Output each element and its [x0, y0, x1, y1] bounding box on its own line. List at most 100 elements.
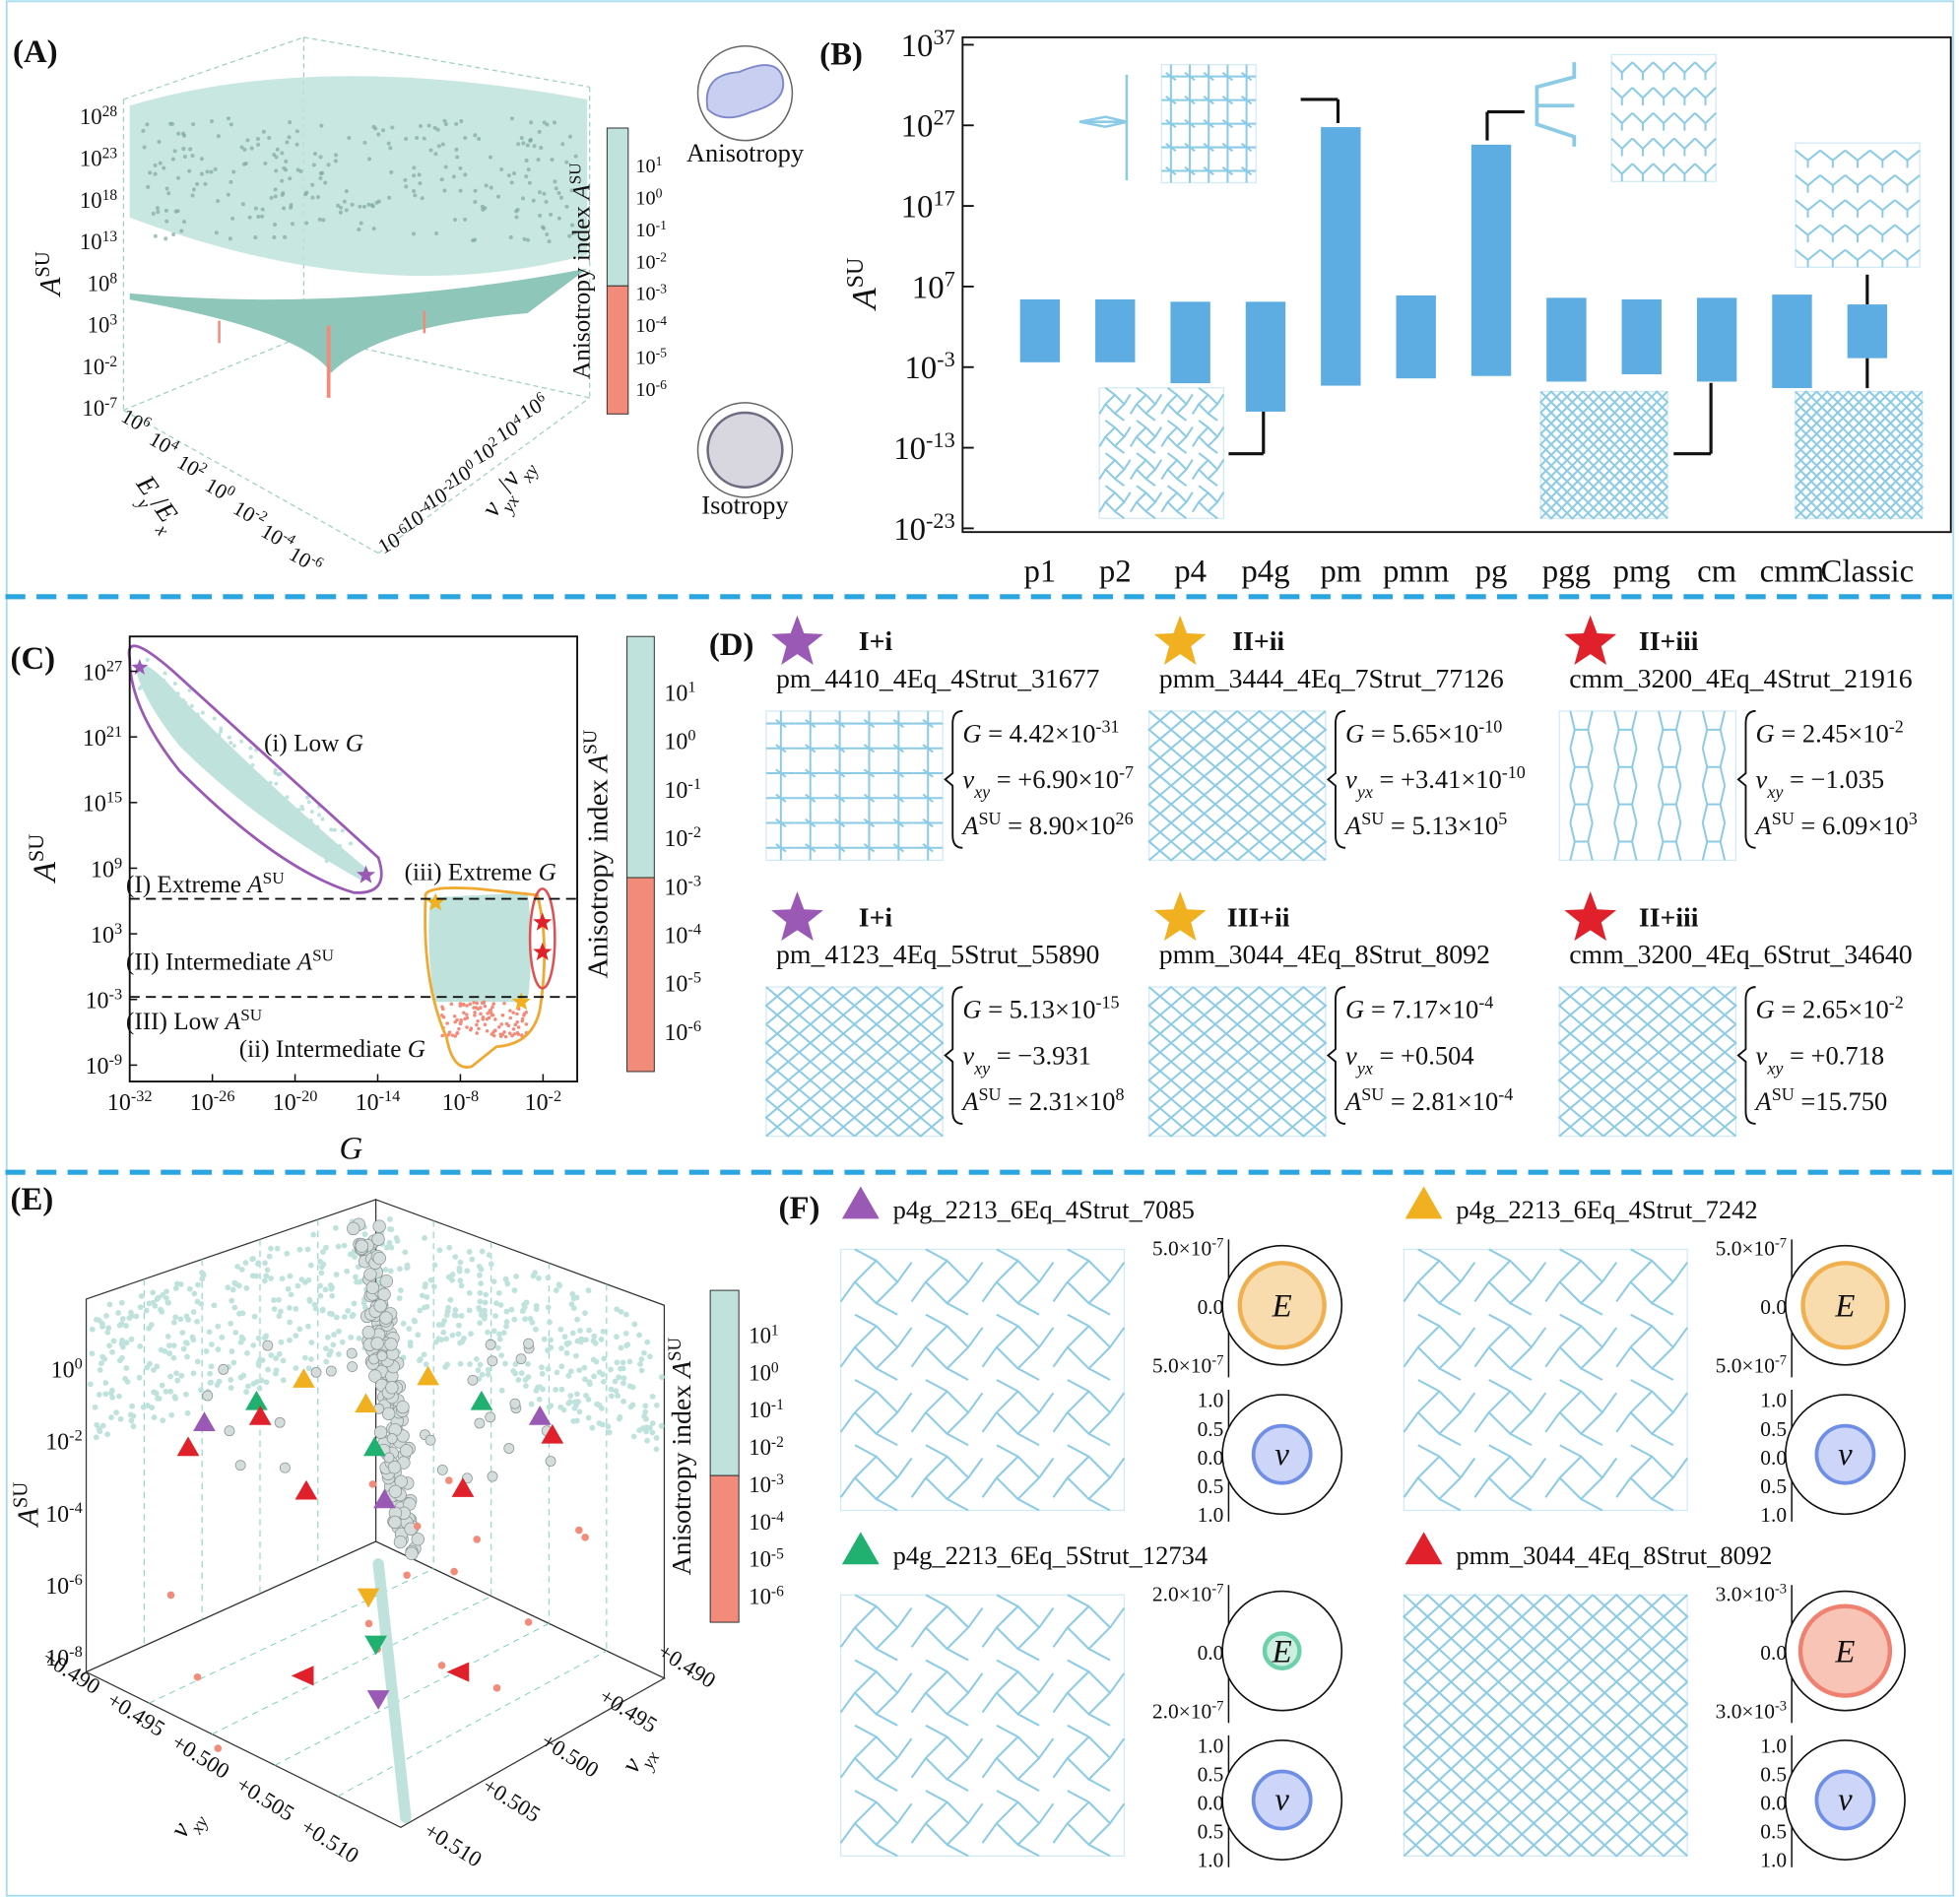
wall-point — [150, 1289, 157, 1296]
text-part: 1 — [687, 677, 695, 695]
sphere — [387, 1461, 402, 1474]
strut — [1646, 985, 1694, 1026]
strut — [1794, 495, 1818, 520]
inset-strut — [1535, 62, 1577, 147]
surface-point — [187, 168, 192, 173]
text-part: A — [1754, 811, 1773, 840]
low-point — [437, 1662, 446, 1669]
wall-point — [280, 1377, 287, 1384]
colorbar-tick-label: 10-1 — [635, 217, 667, 241]
x-tick-label: 104 — [146, 426, 183, 462]
surface-point — [473, 188, 478, 193]
strut — [1878, 474, 1903, 499]
wall-point — [296, 1246, 303, 1253]
axis-label: νxy — [164, 1802, 213, 1848]
text-part: Anisotropy index — [569, 200, 596, 379]
surface-point — [489, 185, 493, 190]
wall-point — [332, 1224, 339, 1231]
strut — [765, 736, 796, 761]
surface-point — [317, 217, 322, 222]
cloud-point — [187, 718, 192, 723]
surface-point — [499, 167, 504, 172]
wall-point — [498, 1352, 504, 1358]
wall-point — [194, 1358, 201, 1365]
brace — [1736, 709, 1756, 849]
cloud-point — [452, 1014, 457, 1018]
text-part: = 4.42×10 — [981, 718, 1095, 748]
lattice-bound — [1148, 710, 1327, 862]
cell-tag: II+iii — [1639, 626, 1699, 657]
text-part: 10 — [442, 1090, 466, 1116]
strut — [765, 710, 796, 737]
text-part: -8 — [466, 1086, 480, 1105]
triangle-marker — [841, 1186, 880, 1219]
wall-point — [274, 1245, 281, 1252]
strut — [1160, 386, 1194, 422]
wall-point — [249, 1256, 256, 1263]
wall-point — [243, 1284, 250, 1291]
axis-label: Ey/Ex — [122, 469, 188, 540]
cloud-point — [299, 804, 304, 810]
wall-point — [503, 1319, 510, 1325]
wall-point — [456, 1265, 463, 1272]
surface-point — [509, 180, 514, 185]
low-point — [166, 1591, 175, 1600]
surface — [129, 76, 588, 277]
wall-point — [515, 1377, 522, 1383]
cloud-point — [146, 690, 151, 695]
surface-point — [142, 145, 147, 150]
wall-point — [497, 1302, 504, 1308]
strut — [1538, 432, 1564, 457]
wall-point — [477, 1361, 484, 1368]
text-part: 10 — [83, 355, 105, 379]
strut — [809, 1097, 857, 1138]
cloud-point — [177, 708, 182, 713]
wall-point — [485, 1329, 490, 1336]
strut — [883, 785, 914, 811]
polar-curve — [1251, 1769, 1313, 1831]
strut — [1819, 199, 1847, 218]
surface-point — [333, 159, 338, 164]
wall-point — [215, 1346, 222, 1352]
strut — [1235, 709, 1283, 751]
text-part: = 5.13×10 — [1384, 811, 1498, 840]
cloud-point — [335, 851, 340, 856]
text-part: 10 — [80, 229, 102, 254]
text-part: xy — [973, 1058, 990, 1078]
wall-point — [636, 1427, 643, 1434]
star-marker — [1153, 615, 1207, 665]
strut — [1591, 1680, 1642, 1728]
text-part: 21 — [106, 722, 122, 741]
cell-name: pmm_3044_4Eq_8Strut_8092 — [1159, 940, 1490, 970]
cloud-point — [499, 1022, 503, 1026]
strut — [1894, 224, 1921, 243]
wall-point — [599, 1406, 605, 1411]
wall-point — [421, 1351, 427, 1358]
y-tick-label: 10-23 — [893, 507, 955, 548]
strut — [1899, 474, 1925, 499]
strut — [1557, 985, 1605, 1026]
wall-point — [557, 1404, 564, 1410]
lattice-bound — [1539, 390, 1668, 519]
surface-point — [358, 204, 362, 209]
property: G = 4.42×10-31 — [962, 716, 1119, 748]
text-part: 2.0×10 — [1152, 1699, 1211, 1723]
lattice — [839, 1594, 1126, 1858]
strut — [1581, 390, 1606, 415]
text-part: G — [1345, 718, 1364, 748]
wall-point — [97, 1367, 103, 1373]
cloud-point — [212, 716, 217, 721]
sphere — [386, 1433, 398, 1444]
colorbar-tick-label: 10-6 — [749, 1583, 784, 1609]
wall-point — [190, 1309, 197, 1315]
wall-point — [194, 1318, 201, 1325]
wall-point — [494, 1344, 501, 1351]
strut — [1235, 1022, 1283, 1064]
strut — [1147, 1097, 1196, 1138]
wall-point — [536, 1275, 542, 1281]
surface-point — [321, 218, 326, 223]
wall-point — [565, 1400, 572, 1406]
cloud-point — [340, 828, 345, 833]
surface-point — [310, 195, 315, 200]
cloud-point — [515, 1019, 520, 1024]
